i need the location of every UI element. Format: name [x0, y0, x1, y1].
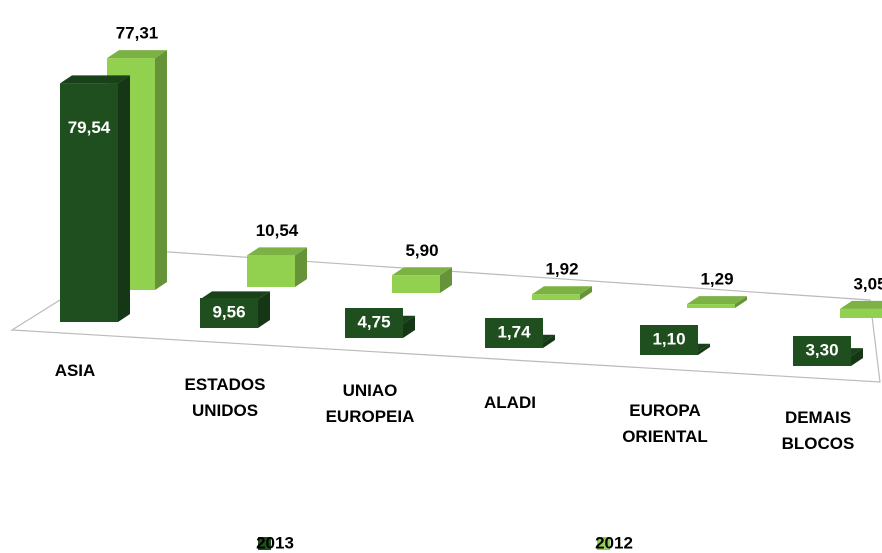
bar-side	[403, 315, 415, 338]
bar-side	[543, 334, 555, 348]
bar-side	[295, 247, 307, 287]
x-tick-label: ASIA	[54, 361, 96, 380]
bar-top	[200, 291, 270, 300]
bar	[247, 255, 295, 287]
value-label: 1,29	[700, 270, 733, 289]
bar-side	[698, 343, 710, 355]
value-label: 5,90	[405, 241, 438, 260]
value-label: 3,30	[805, 340, 838, 359]
legend-swatch	[258, 537, 271, 550]
value-label: 3,05	[853, 274, 882, 293]
x-tick-label: EUROPA ORIENTAL	[622, 401, 708, 446]
bar	[60, 83, 118, 322]
bar-top	[107, 50, 167, 59]
bar-side	[155, 50, 167, 290]
value-label: 9,56	[212, 302, 245, 321]
x-tick-label: DEMAIS BLOCOS	[781, 408, 855, 453]
label-box	[485, 318, 543, 348]
label-box	[640, 325, 698, 355]
value-label: 1,74	[497, 322, 531, 341]
bar-side	[580, 286, 592, 300]
value-label: 77,31	[116, 24, 159, 43]
bar	[687, 304, 735, 308]
bar-side	[118, 75, 130, 322]
bar	[532, 294, 580, 300]
x-tick-label: ESTADOS UNIDOS	[184, 375, 266, 420]
x-tick-label: ALADI	[484, 393, 536, 412]
bar-top	[247, 247, 307, 256]
value-label: 4,75	[357, 312, 390, 331]
x-tick-label: UNIAO EUROPEIA	[325, 381, 415, 426]
value-label: 1,10	[652, 329, 685, 348]
bar-top	[60, 75, 130, 84]
bar-top	[392, 267, 452, 276]
bar-side	[851, 348, 863, 366]
bar-side	[440, 267, 452, 293]
value-label: 79,54	[68, 118, 111, 137]
value-label: 1,92	[545, 260, 578, 279]
legend-swatch	[597, 537, 610, 550]
label-box	[200, 298, 258, 328]
legend-label: 2012	[595, 533, 633, 552]
bar	[392, 275, 440, 293]
bar-side	[258, 291, 270, 328]
legend-label: 2013	[256, 533, 294, 552]
bar	[840, 308, 882, 318]
bar-side	[735, 296, 747, 308]
bar-top	[687, 296, 747, 305]
bar-top	[840, 300, 882, 309]
label-box	[345, 308, 403, 338]
bar-top	[532, 286, 592, 295]
value-label: 10,54	[256, 221, 299, 240]
label-box	[793, 336, 851, 366]
